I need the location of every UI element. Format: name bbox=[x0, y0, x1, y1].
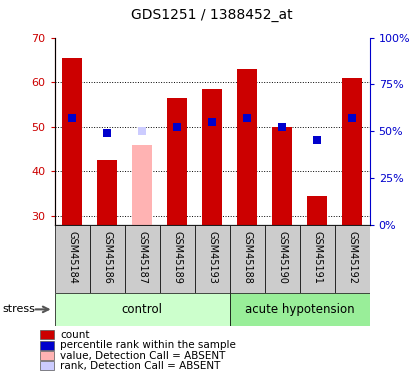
Text: GSM45186: GSM45186 bbox=[102, 231, 112, 284]
Bar bbox=[335, 225, 370, 292]
Bar bbox=[299, 225, 335, 292]
Point bbox=[209, 119, 215, 125]
Text: GSM45192: GSM45192 bbox=[347, 231, 357, 284]
Text: acute hypotension: acute hypotension bbox=[245, 303, 354, 316]
Point bbox=[349, 115, 355, 121]
Text: GSM45187: GSM45187 bbox=[137, 231, 147, 284]
Bar bbox=[230, 225, 265, 292]
Bar bbox=[237, 69, 257, 225]
Bar bbox=[40, 330, 54, 339]
Bar bbox=[132, 145, 152, 225]
Bar bbox=[194, 225, 230, 292]
Text: percentile rank within the sample: percentile rank within the sample bbox=[60, 340, 236, 350]
Bar bbox=[55, 225, 89, 292]
Text: count: count bbox=[60, 330, 90, 339]
Text: control: control bbox=[122, 303, 163, 316]
Text: GDS1251 / 1388452_at: GDS1251 / 1388452_at bbox=[131, 9, 293, 22]
Bar bbox=[168, 98, 187, 225]
Point bbox=[139, 128, 145, 134]
Text: GSM45193: GSM45193 bbox=[207, 231, 217, 284]
Bar bbox=[89, 225, 125, 292]
Point bbox=[244, 115, 250, 121]
Bar bbox=[40, 341, 54, 350]
Text: rank, Detection Call = ABSENT: rank, Detection Call = ABSENT bbox=[60, 361, 221, 371]
Text: GSM45190: GSM45190 bbox=[277, 231, 287, 284]
Text: GSM45191: GSM45191 bbox=[312, 231, 322, 284]
Bar bbox=[307, 196, 327, 225]
Point bbox=[104, 130, 110, 136]
Bar bbox=[63, 58, 82, 225]
Bar bbox=[265, 225, 299, 292]
Bar bbox=[97, 160, 117, 225]
Bar bbox=[230, 292, 370, 326]
Bar bbox=[202, 89, 222, 225]
Point bbox=[69, 115, 76, 121]
Bar bbox=[342, 78, 362, 225]
Bar bbox=[273, 127, 292, 225]
Bar bbox=[40, 362, 54, 370]
Bar bbox=[40, 351, 54, 360]
Point bbox=[174, 124, 181, 130]
Point bbox=[314, 137, 320, 143]
Bar bbox=[55, 292, 230, 326]
Text: stress: stress bbox=[2, 304, 35, 314]
Text: value, Detection Call = ABSENT: value, Detection Call = ABSENT bbox=[60, 351, 226, 361]
Text: GSM45188: GSM45188 bbox=[242, 231, 252, 284]
Text: GSM45189: GSM45189 bbox=[172, 231, 182, 284]
Bar bbox=[160, 225, 194, 292]
Point bbox=[279, 124, 286, 130]
Bar bbox=[125, 225, 160, 292]
Text: GSM45184: GSM45184 bbox=[67, 231, 77, 284]
